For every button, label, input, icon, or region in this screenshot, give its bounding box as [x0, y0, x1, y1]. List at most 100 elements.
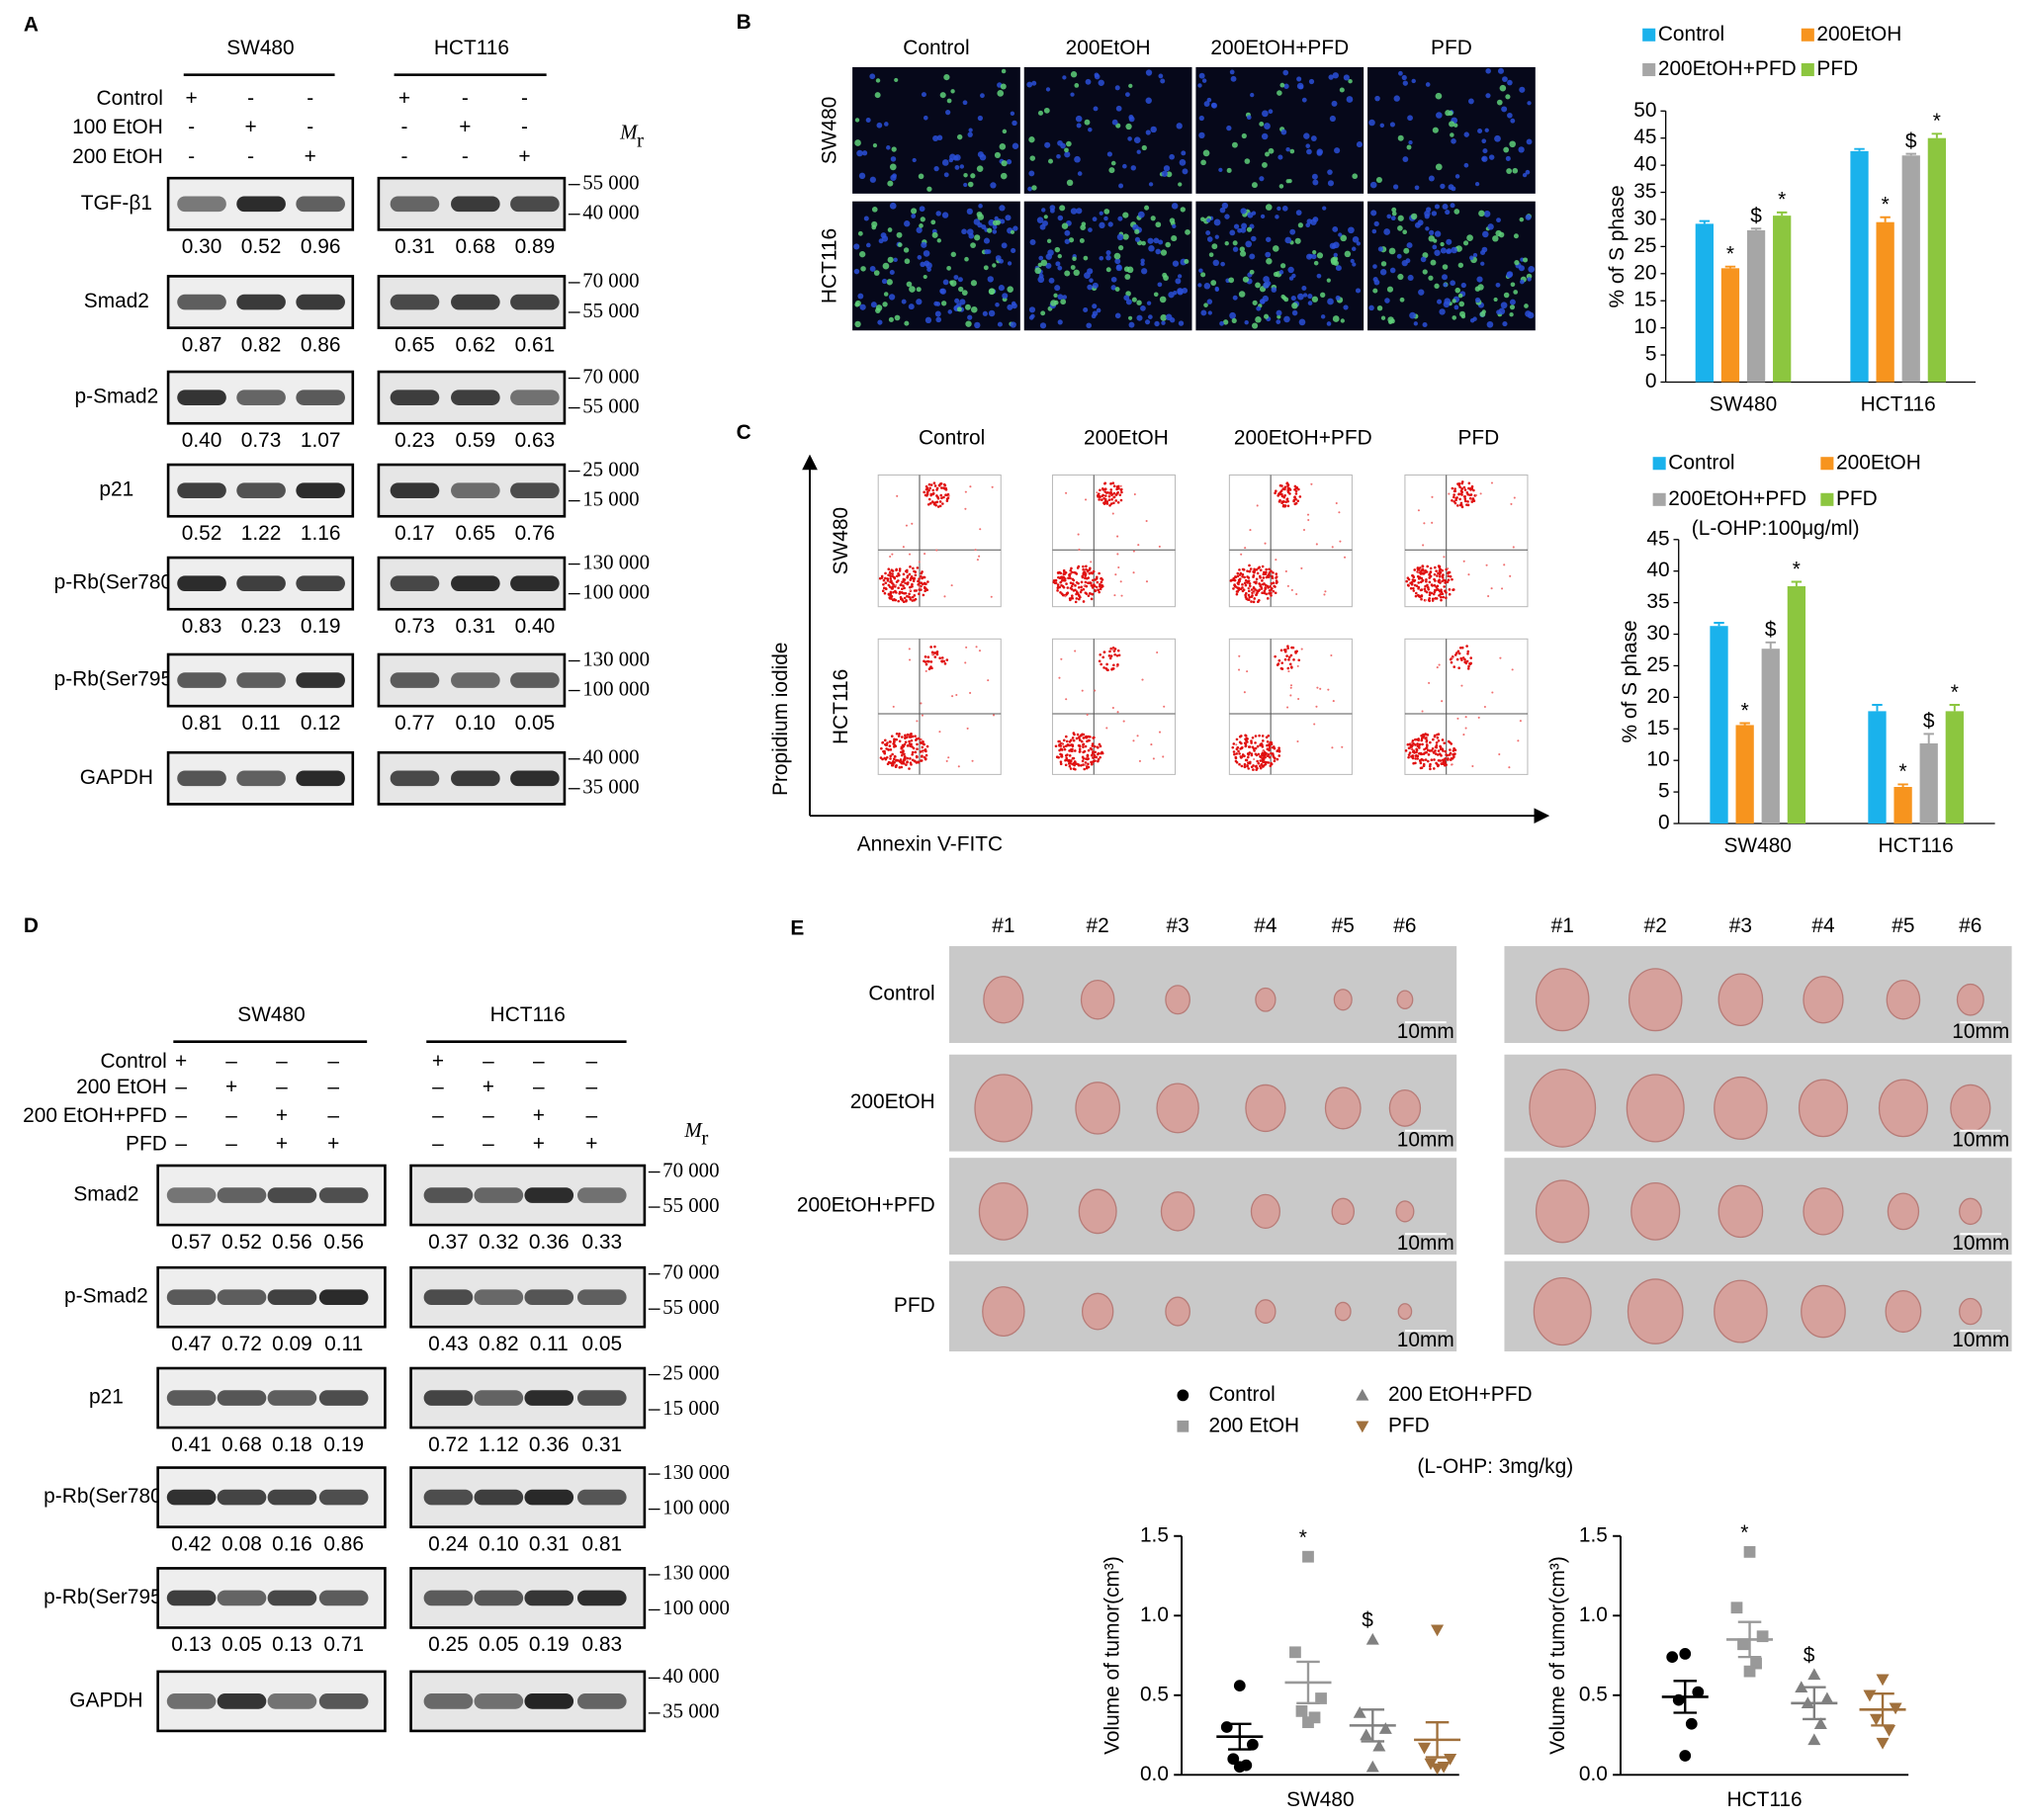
- event-dot: [1456, 650, 1460, 653]
- cell-dot: [924, 316, 932, 323]
- cell-dot: [920, 217, 925, 222]
- event-dot: [1442, 762, 1445, 765]
- event-dot: [1459, 656, 1463, 660]
- cell-dot: [1180, 207, 1186, 213]
- event-dot: [1296, 664, 1299, 667]
- cell-dot: [1251, 182, 1258, 189]
- event-dot: [1418, 742, 1422, 746]
- event-dot: [1274, 591, 1277, 595]
- cell-dot: [1463, 131, 1469, 137]
- condition-sign: +: [432, 1050, 444, 1073]
- band-value: 0.05: [515, 712, 556, 735]
- event-dot: [1272, 571, 1275, 574]
- event-dot: [1103, 501, 1106, 505]
- event-dot: [938, 656, 941, 660]
- event-dot: [920, 581, 924, 585]
- event-dot: [909, 658, 912, 661]
- event-dot: [1072, 767, 1076, 771]
- event-dot: [1331, 746, 1334, 749]
- cell-dot: [1377, 246, 1384, 252]
- cell-dot: [857, 293, 864, 300]
- event-dot: [1080, 585, 1083, 589]
- event-dot: [1106, 490, 1109, 494]
- data-point: [1356, 1421, 1369, 1433]
- event-dot: [1095, 575, 1099, 579]
- event-dot: [898, 766, 902, 769]
- marker-label: 130 000: [582, 550, 650, 573]
- event-dot: [1421, 564, 1425, 567]
- cell-dot: [853, 268, 860, 275]
- cell-dot: [994, 216, 999, 221]
- cell-dot: [1034, 267, 1042, 275]
- y-tick-label: 0.0: [1579, 1763, 1608, 1785]
- cell-dot: [1518, 146, 1525, 153]
- event-dot: [1255, 577, 1259, 581]
- cell-dot: [1057, 215, 1064, 221]
- event-dot: [1404, 749, 1408, 752]
- event-dot: [1238, 654, 1241, 657]
- cell-dot: [1027, 186, 1032, 192]
- event-dot: [1260, 587, 1264, 590]
- event-dot: [1061, 743, 1064, 746]
- event-dot: [1453, 495, 1455, 499]
- band-value: 0.12: [301, 712, 341, 735]
- event-dot: [1286, 706, 1289, 709]
- subtitle: (L-OHP: 3mg/kg): [1417, 1455, 1573, 1478]
- cell-dot: [935, 316, 942, 323]
- event-dot: [1103, 481, 1106, 485]
- cell-dot: [1263, 276, 1270, 283]
- cell-dot: [1172, 260, 1180, 267]
- event-dot: [974, 549, 977, 552]
- event-dot: [889, 577, 893, 580]
- event-dot: [1109, 502, 1113, 505]
- cell-dot: [1128, 116, 1135, 123]
- data-point: [1177, 1389, 1189, 1402]
- scale-bar-label: 10mm: [1397, 1129, 1454, 1152]
- event-dot: [1439, 581, 1442, 584]
- event-dot: [1423, 522, 1426, 525]
- cell-dot: [1171, 235, 1178, 242]
- event-dot: [900, 745, 904, 749]
- event-dot: [908, 648, 911, 650]
- event-dot: [1062, 578, 1066, 582]
- event-dot: [1290, 588, 1293, 591]
- marker-label: 35 000: [582, 775, 639, 799]
- marker-label: 70 000: [662, 1259, 719, 1283]
- cell-dot: [1001, 68, 1007, 74]
- column-label: #1: [1551, 914, 1574, 937]
- error-bar: [1791, 580, 1803, 587]
- event-dot: [1098, 742, 1101, 746]
- event-dot: [1485, 563, 1488, 566]
- protein-label: Smad2: [84, 290, 149, 312]
- event-dot: [1422, 752, 1426, 755]
- event-dot: [1075, 737, 1079, 740]
- condition-sign: –: [175, 1076, 187, 1098]
- event-dot: [1132, 739, 1135, 742]
- blot-band: [451, 482, 500, 498]
- cell-dot: [912, 157, 917, 163]
- event-dot: [1464, 716, 1467, 719]
- event-dot: [1468, 493, 1471, 497]
- event-dot: [1069, 598, 1072, 602]
- cell-dot: [1146, 301, 1152, 305]
- band-value: 0.36: [529, 1433, 570, 1456]
- cell-dot: [1140, 261, 1145, 266]
- row-label: 200EtOH: [850, 1090, 935, 1113]
- cell-dot: [1472, 252, 1478, 258]
- event-dot: [888, 585, 892, 588]
- tumor: [1535, 1179, 1590, 1244]
- event-dot: [1417, 509, 1420, 512]
- event-dot: [969, 691, 972, 694]
- event-dot: [1261, 735, 1265, 737]
- event-dot: [1281, 504, 1285, 508]
- cell-dot: [1379, 269, 1387, 276]
- event-dot: [1498, 752, 1501, 756]
- cell-dot: [872, 142, 878, 148]
- cell-dot: [893, 257, 898, 262]
- event-dot: [1117, 565, 1120, 569]
- cell-dot: [1287, 266, 1294, 274]
- condition-sign: +: [305, 145, 316, 168]
- cell-dot: [1397, 215, 1404, 221]
- event-dot: [1266, 584, 1270, 588]
- event-dot: [923, 659, 925, 663]
